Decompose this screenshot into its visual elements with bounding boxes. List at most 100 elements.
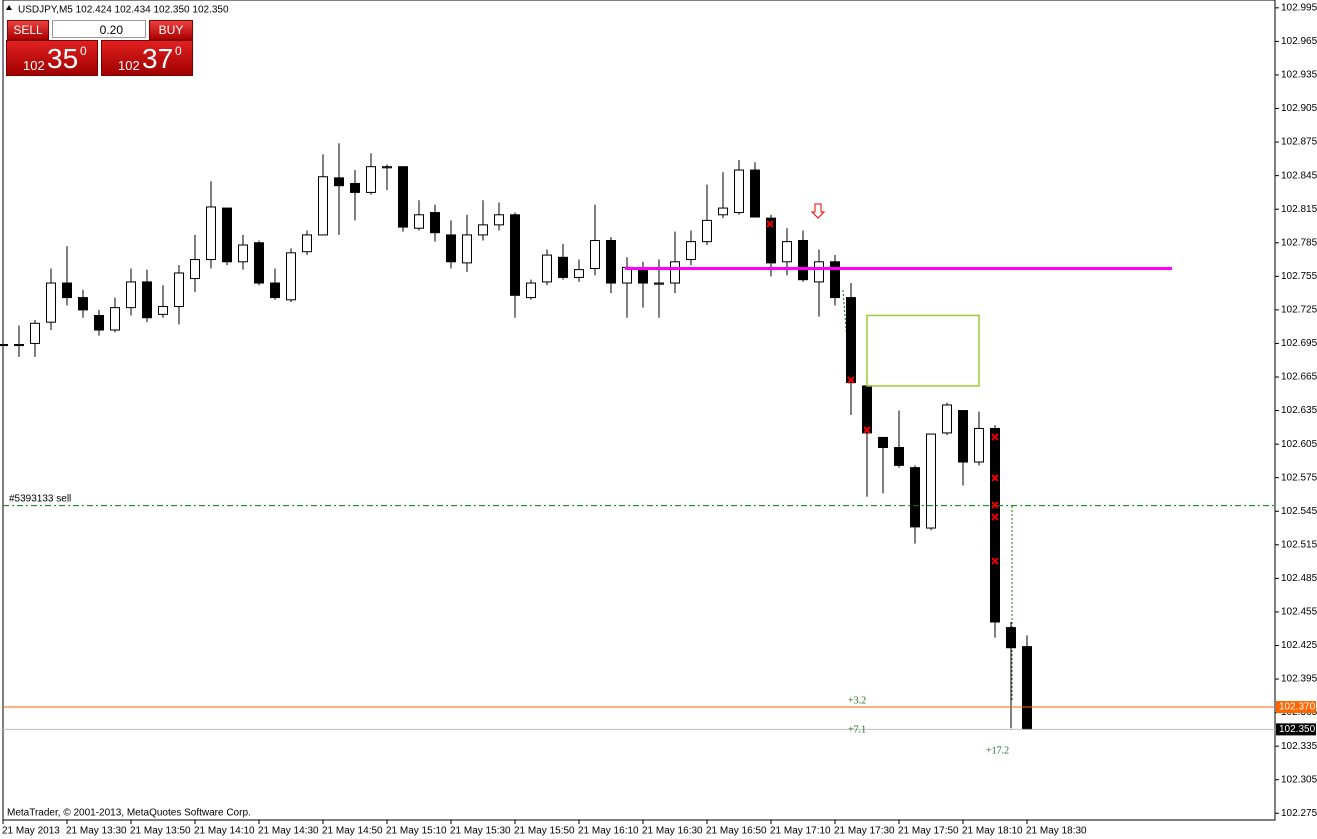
candle-body	[286, 252, 296, 301]
price-label: 102.350	[1279, 724, 1316, 735]
y-tick-label: 102.785	[1281, 237, 1317, 248]
menu-triangle	[6, 5, 12, 10]
bid-price[interactable]: 102 35 0	[6, 40, 98, 76]
candle-body	[574, 269, 584, 278]
y-tick-label: 102.305	[1281, 774, 1317, 785]
signal-arrow	[810, 203, 826, 219]
price-frac: 0	[80, 44, 87, 58]
y-tick-label: 102.515	[1281, 539, 1317, 550]
trade-marker	[863, 426, 871, 434]
candle-body	[782, 241, 792, 263]
candle-body	[142, 281, 152, 319]
candle-body	[894, 446, 904, 466]
candle-body	[750, 169, 760, 218]
candle-body	[446, 234, 456, 263]
trade-marker	[991, 433, 999, 441]
candle-body	[798, 240, 808, 281]
y-tick-label: 102.545	[1281, 506, 1317, 517]
price-big: 102	[23, 58, 45, 73]
candle-body	[766, 217, 776, 264]
profit-annotation: +17.2	[986, 745, 1009, 756]
x-tick-label: 21 May 2013	[2, 826, 60, 837]
candle-body	[686, 241, 696, 261]
candle-body	[478, 224, 488, 236]
candle-body	[862, 385, 872, 434]
candle-body	[526, 282, 536, 299]
y-tick-label: 102.275	[1281, 808, 1317, 819]
x-tick-label: 21 May 18:30	[1026, 826, 1087, 837]
candle-body	[1022, 646, 1032, 730]
y-tick-label: 102.665	[1281, 372, 1317, 383]
y-tick-label: 102.815	[1281, 204, 1317, 215]
trade-marker	[991, 474, 999, 482]
price-big: 102	[118, 58, 140, 73]
x-tick-label: 21 May 13:50	[130, 826, 191, 837]
profit-annotation: +7.1	[848, 724, 866, 735]
candle-body	[302, 234, 312, 253]
y-tick-label: 102.575	[1281, 472, 1317, 483]
price-pips: 37	[142, 43, 174, 74]
y-tick-label: 102.995	[1281, 2, 1317, 13]
x-tick-label: 21 May 18:10	[962, 826, 1023, 837]
trade-marker	[847, 376, 855, 384]
x-tick-label: 21 May 15:10	[386, 826, 447, 837]
candle-body	[638, 269, 648, 284]
candle-body	[190, 259, 200, 280]
candle-body	[158, 306, 168, 315]
candle-body	[222, 207, 232, 263]
trade-marker	[991, 501, 999, 509]
candle-body	[318, 176, 328, 236]
footer: MetaTrader, © 2001-2013, MetaQuotes Soft…	[7, 808, 251, 819]
trade-marker	[766, 220, 774, 228]
y-tick-label: 102.845	[1281, 170, 1317, 181]
candle-body	[46, 282, 56, 323]
candle-body	[110, 307, 120, 331]
candle-body	[814, 261, 824, 283]
x-tick-label: 21 May 17:30	[834, 826, 895, 837]
x-tick-label: 21 May 14:30	[258, 826, 319, 837]
candle-body	[414, 214, 424, 229]
order-label: #5393133 sell	[9, 493, 71, 504]
candle-body	[462, 234, 472, 264]
candle-body	[334, 177, 344, 187]
sell-button[interactable]: SELL	[7, 20, 49, 40]
plot-area	[2, 0, 1276, 821]
y-tick-label: 102.335	[1281, 741, 1317, 752]
ask-price[interactable]: 102 37 0	[101, 40, 193, 76]
x-tick-label: 21 May 17:50	[898, 826, 959, 837]
y-tick-label: 102.395	[1281, 674, 1317, 685]
profit-annotation: +3.2	[848, 695, 866, 706]
candle-body	[206, 206, 216, 261]
candle-body	[878, 436, 888, 448]
candle-body	[702, 219, 712, 243]
candle-body	[366, 166, 376, 193]
candle-body	[734, 169, 744, 214]
candle-body	[14, 344, 24, 347]
price-pips: 35	[47, 43, 79, 74]
buy-button[interactable]: BUY	[149, 20, 193, 40]
candle-body	[542, 254, 552, 283]
candle-body	[270, 282, 280, 299]
candle-body	[174, 272, 184, 308]
y-tick-label: 102.605	[1281, 439, 1317, 450]
x-tick-label: 21 May 16:30	[642, 826, 703, 837]
candle-body	[958, 410, 968, 463]
candle-body	[942, 404, 952, 434]
candle-body	[94, 314, 104, 331]
candle-body	[830, 261, 840, 299]
candle-body	[654, 282, 664, 285]
lot-size[interactable]: 0.20	[52, 20, 146, 38]
y-tick-label: 102.965	[1281, 36, 1317, 47]
y-tick-label: 102.455	[1281, 607, 1317, 618]
candle-body	[238, 244, 248, 263]
price-label: 102.370	[1279, 702, 1316, 713]
y-tick-label: 102.695	[1281, 338, 1317, 349]
candle-body	[670, 261, 680, 284]
x-tick-label: 21 May 17:10	[770, 826, 831, 837]
price-label-box	[1276, 701, 1316, 714]
candle-body	[1006, 627, 1016, 649]
candle-body	[126, 281, 136, 309]
candle-body	[398, 166, 408, 228]
